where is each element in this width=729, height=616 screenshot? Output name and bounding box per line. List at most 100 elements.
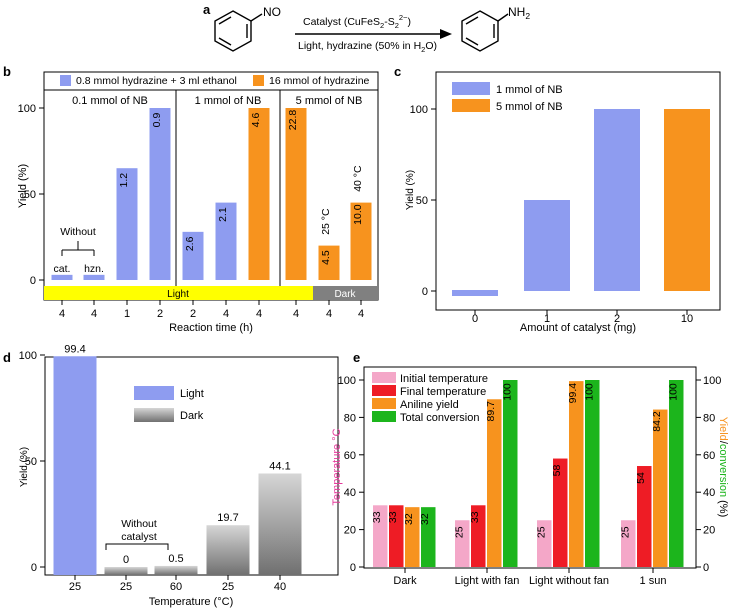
bar-value-label: 0.9: [151, 113, 163, 128]
without-bracket: Without cat. hzn.: [54, 226, 104, 275]
reaction-arrow: [295, 29, 452, 39]
bar-value-label: 25: [535, 526, 547, 538]
bar-1-3: [637, 466, 652, 567]
bar-2: [154, 565, 198, 575]
legend-swatch-1: [372, 385, 396, 396]
bar-value-label: 99.4: [567, 383, 579, 404]
bar-3: [206, 525, 250, 575]
y-tick-label: 50: [24, 189, 36, 201]
legend-label-dark: Dark: [180, 410, 204, 422]
dark-band: [313, 286, 378, 300]
y2-tick-label: 40: [703, 487, 715, 499]
bar-2-2: [569, 381, 584, 567]
arrow-condition-bottom: Light, hydrazine (50% in H2O): [298, 40, 437, 54]
bar-0: [53, 356, 97, 575]
bar-3-3: [669, 380, 684, 567]
bar-2-0: [405, 507, 420, 567]
panel-label-c: c: [394, 64, 401, 79]
bar-6: [248, 108, 270, 280]
panel-c-chart: c 0 50 100 0 1 2 10 1 mmol of NB 5 mmol of NB…: [394, 64, 721, 334]
legend-swatch-3: [372, 411, 396, 422]
x-tick-label: 1: [544, 313, 550, 325]
value-labels: 99.4 0 0.5 19.7 44.1: [64, 343, 290, 566]
group-separators: [175, 90, 281, 286]
legend-label-3: Total conversion: [400, 412, 480, 424]
y-tick-label: 100: [410, 104, 428, 116]
panel-label-e: e: [353, 350, 360, 365]
bar-2: [594, 109, 640, 291]
bar-1-2: [553, 458, 568, 567]
x-tick-label: 4: [326, 308, 332, 320]
light-band-label: Light: [167, 289, 189, 300]
legend: 1 mmol of NB 5 mmol of NB: [452, 82, 563, 113]
y-tick-label: 100: [18, 103, 36, 115]
bar-temperature-label: 25 °C: [320, 208, 332, 235]
x-tick-label: 4: [223, 308, 229, 320]
y-tick-label: 0: [30, 275, 36, 287]
x-tick-label: 25: [69, 581, 81, 593]
y-tick-label: 0: [422, 286, 428, 298]
without-catalyst-line2: catalyst: [121, 531, 157, 543]
bar-0-1: [455, 520, 470, 567]
panel-d-chart: d 99.4 0 0.5 19.7 44.1 0 50 100 25 25 60 25 40 Lig…: [3, 343, 339, 608]
x-tick-label: 25: [120, 581, 132, 593]
legend-label-light: Light: [180, 388, 204, 400]
bar-7: [285, 108, 307, 280]
y-tick-label: 80: [344, 412, 356, 424]
x-tick-label: 2: [157, 308, 163, 320]
nitroso-group-label: NO: [263, 5, 281, 19]
group-label-0: 0.1 mmol of NB: [72, 95, 148, 107]
x-axis: 4 4 1 2 2 4 4 4 4 4: [59, 300, 364, 320]
y2-tick-label: 0: [703, 562, 709, 574]
plot-frame: [435, 71, 721, 311]
bar-2-3: [653, 409, 668, 567]
bar-1: [83, 274, 105, 280]
x-tick-label: 1: [124, 308, 130, 320]
y-tick-label: 0: [31, 562, 37, 574]
bar-0-0: [373, 505, 388, 567]
x-tick-label: 10: [681, 313, 693, 325]
bars: [53, 356, 302, 575]
bar-0: [452, 290, 498, 296]
y-axis-title-left: Temperature °C: [331, 428, 343, 505]
bar-3: [149, 108, 171, 280]
bar-value-label: 0: [123, 554, 129, 566]
bar-1-1: [471, 505, 486, 567]
x-axis: 25 25 60 25 40: [69, 575, 286, 593]
bar-2: [116, 168, 138, 280]
bar-value-label: 4.6: [250, 113, 262, 128]
bar-value-label: 84.2: [651, 411, 663, 432]
y-tick-label: 60: [344, 450, 356, 462]
plot-frame: [363, 366, 697, 569]
x-tick-label: 2: [614, 313, 620, 325]
bar-4: [258, 473, 302, 575]
legend-label-1: 16 mmol of hydrazine: [269, 75, 370, 87]
y-axis: 0 50 100: [19, 350, 45, 574]
amine-group-label: NH2: [508, 5, 530, 21]
y-axis-title: Yield (%): [17, 164, 29, 208]
bar-3-2: [585, 380, 600, 567]
bar-0-3: [621, 520, 636, 567]
x-tick-label: 1 sun: [640, 575, 667, 587]
legend-swatch-1: [253, 75, 264, 86]
bar-value-label: 44.1: [269, 461, 290, 473]
legend-swatch-0: [60, 75, 71, 86]
y-axis-title-right: Yield/conversion (%): [717, 417, 729, 518]
bar-value-label: 25: [619, 526, 631, 538]
panel-b-chart: b Light Dark 1.2 0.9 2.6 2.1 4.6 22.8 4.5 25 °C…: [3, 64, 379, 334]
bar-value-label: 100: [501, 383, 513, 401]
without-item-cat: cat.: [54, 263, 71, 275]
legend-swatch-0: [372, 372, 396, 383]
y-tick-label: 100: [338, 375, 356, 387]
legend-swatch-dark: [134, 408, 174, 422]
bar-1: [104, 567, 148, 575]
legend-label-0: 1 mmol of NB: [496, 84, 563, 96]
bar-temperature-label: 40 °C: [352, 165, 364, 192]
bar-value-label: 32: [419, 513, 431, 525]
bar-value-label: 89.7: [485, 401, 497, 422]
x-tick-label: Light with fan: [455, 575, 520, 587]
y-tick-label: 40: [344, 487, 356, 499]
x-tick-label: 25: [222, 581, 234, 593]
bar-value-label: 19.7: [217, 512, 238, 524]
x-tick-label: 4: [293, 308, 299, 320]
